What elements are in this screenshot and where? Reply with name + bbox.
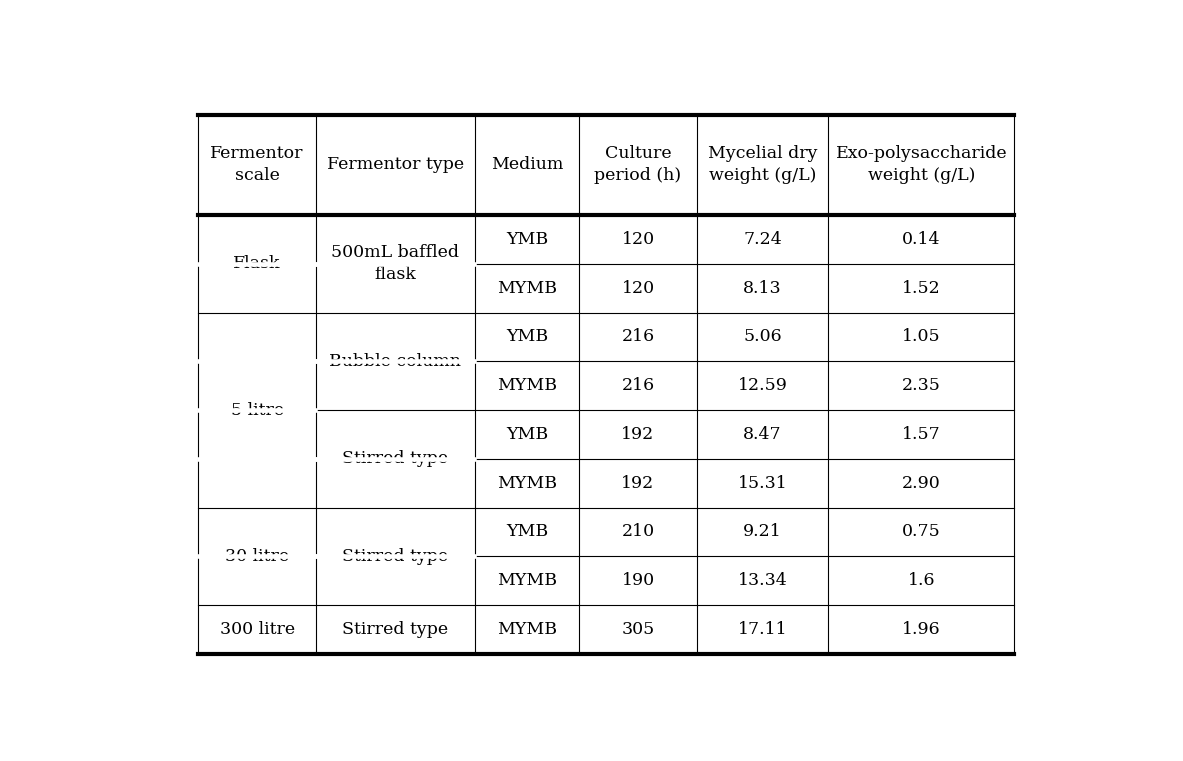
Text: MYMB: MYMB <box>497 621 557 638</box>
Text: 8.13: 8.13 <box>743 279 782 297</box>
Text: 190: 190 <box>621 572 654 589</box>
Text: 216: 216 <box>621 377 654 394</box>
Text: 300 litre: 300 litre <box>220 621 295 638</box>
Text: Culture
period (h): Culture period (h) <box>594 145 681 184</box>
Text: Fermentor type: Fermentor type <box>327 157 464 174</box>
Text: 17.11: 17.11 <box>738 621 788 638</box>
Text: 1.96: 1.96 <box>901 621 940 638</box>
Text: 5 litre: 5 litre <box>231 402 284 419</box>
Text: 192: 192 <box>621 475 654 492</box>
Text: 5.06: 5.06 <box>743 329 782 345</box>
Text: MYMB: MYMB <box>497 475 557 492</box>
Text: MYMB: MYMB <box>497 572 557 589</box>
Text: Flask: Flask <box>233 255 282 272</box>
Text: Fermentor
scale: Fermentor scale <box>211 145 304 184</box>
Text: 2.90: 2.90 <box>901 475 940 492</box>
Text: 7.24: 7.24 <box>743 231 782 248</box>
Text: YMB: YMB <box>506 329 548 345</box>
Text: 500mL baffled
flask: 500mL baffled flask <box>331 244 459 283</box>
Text: Bubble column: Bubble column <box>330 353 461 370</box>
Text: Exo-polysaccharide
weight (g/L): Exo-polysaccharide weight (g/L) <box>835 145 1007 184</box>
Text: 12.59: 12.59 <box>738 377 788 394</box>
Text: 1.6: 1.6 <box>907 572 935 589</box>
Text: MYMB: MYMB <box>497 279 557 297</box>
Text: 0.14: 0.14 <box>903 231 940 248</box>
Text: Stirred type: Stirred type <box>342 548 448 565</box>
Text: YMB: YMB <box>506 231 548 248</box>
Text: Mycelial dry
weight (g/L): Mycelial dry weight (g/L) <box>707 145 817 184</box>
Text: Stirred type: Stirred type <box>342 451 448 467</box>
Text: 305: 305 <box>621 621 654 638</box>
Text: Stirred type: Stirred type <box>342 621 448 638</box>
Text: 120: 120 <box>621 231 654 248</box>
Text: YMB: YMB <box>506 524 548 540</box>
Text: 1.57: 1.57 <box>901 426 940 443</box>
Text: YMB: YMB <box>506 426 548 443</box>
Text: 192: 192 <box>621 426 654 443</box>
Text: 1.52: 1.52 <box>901 279 940 297</box>
Text: 2.35: 2.35 <box>901 377 940 394</box>
Text: Medium: Medium <box>491 157 563 174</box>
Text: 30 litre: 30 litre <box>225 548 290 565</box>
Text: 0.75: 0.75 <box>901 524 940 540</box>
Text: 13.34: 13.34 <box>738 572 788 589</box>
Text: MYMB: MYMB <box>497 377 557 394</box>
Text: 216: 216 <box>621 329 654 345</box>
Text: 120: 120 <box>621 279 654 297</box>
Text: 15.31: 15.31 <box>738 475 788 492</box>
Text: 9.21: 9.21 <box>743 524 782 540</box>
Text: 1.05: 1.05 <box>901 329 940 345</box>
Text: 8.47: 8.47 <box>743 426 782 443</box>
Text: 210: 210 <box>621 524 654 540</box>
